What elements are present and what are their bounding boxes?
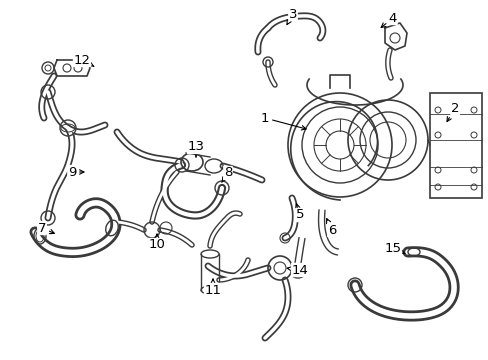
- Text: 14: 14: [286, 264, 308, 276]
- Text: 9: 9: [68, 166, 84, 179]
- Text: 3: 3: [286, 8, 297, 24]
- Text: 8: 8: [222, 166, 232, 183]
- Text: 4: 4: [380, 12, 396, 27]
- Text: 7: 7: [38, 221, 54, 234]
- Text: 12: 12: [73, 54, 94, 67]
- Text: 2: 2: [446, 102, 458, 122]
- Text: 1: 1: [260, 112, 305, 130]
- Text: 15: 15: [384, 242, 404, 255]
- Text: 13: 13: [187, 140, 204, 157]
- Text: 6: 6: [326, 219, 336, 237]
- Text: 11: 11: [204, 279, 221, 297]
- Text: 10: 10: [148, 234, 165, 252]
- Text: 5: 5: [295, 204, 304, 221]
